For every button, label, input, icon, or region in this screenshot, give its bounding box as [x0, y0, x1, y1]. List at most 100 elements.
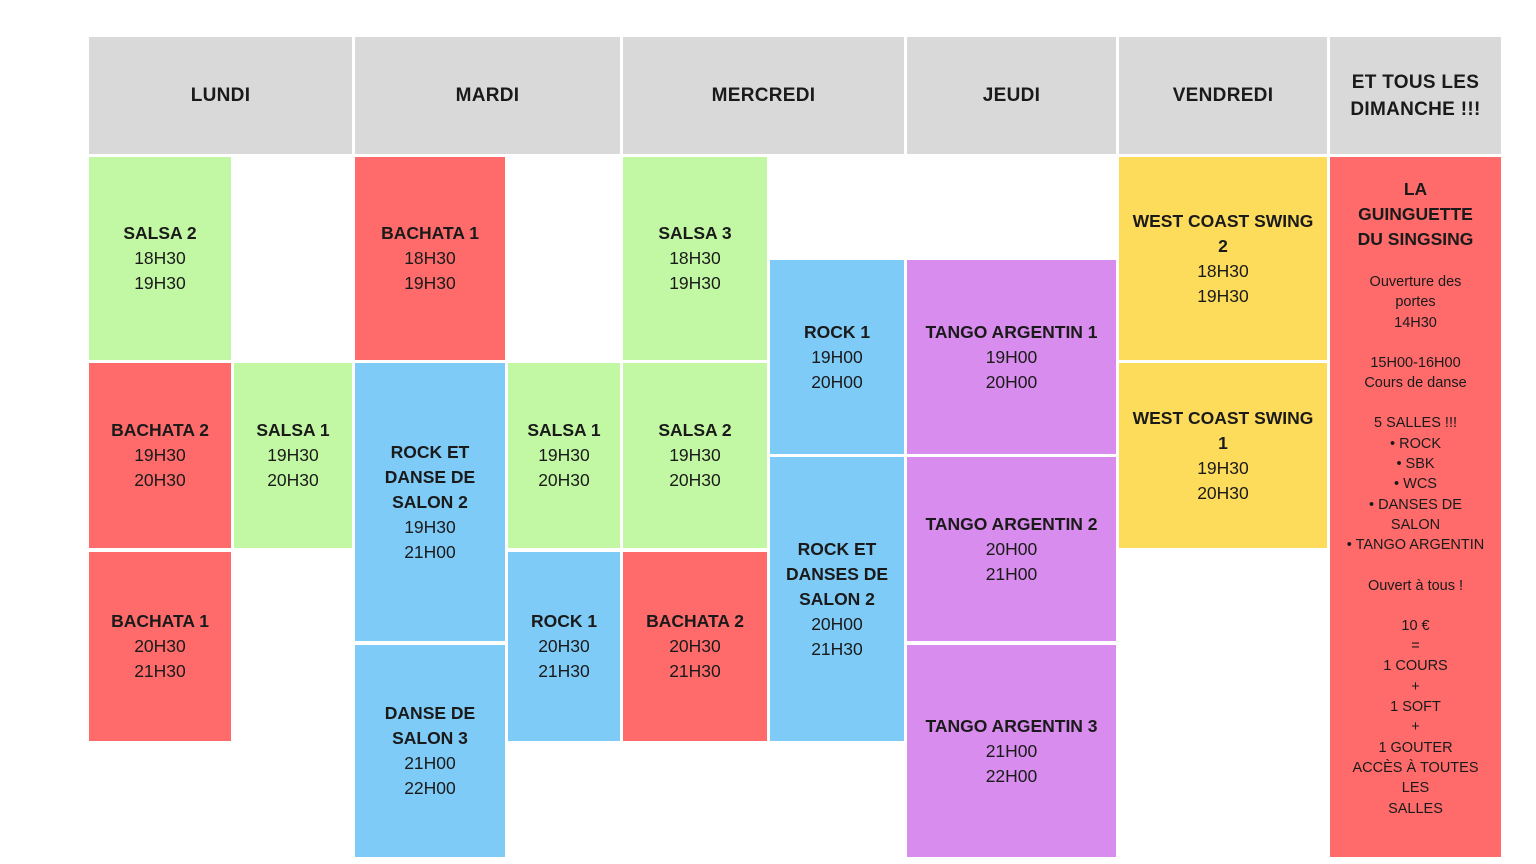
course-vendredi-west-coast-swing-1: WEST COAST SWING 1 19H30 20H30	[1119, 363, 1327, 548]
course-start-time: 21H00	[404, 753, 456, 773]
course-start-time: 20H00	[811, 613, 863, 634]
course-mardi-rock-1: ROCK 1 20H30 21H30	[508, 552, 620, 741]
sunday-info-line: • TANGO ARGENTIN	[1346, 537, 1485, 554]
course-end-time: 19H30	[1197, 285, 1249, 306]
course-start-time: 20H00	[985, 538, 1038, 559]
course-start-time: 21H00	[985, 740, 1038, 761]
course-end-time: 19H30	[134, 273, 186, 293]
sunday-info-line: 15H00-16H00	[1370, 354, 1461, 371]
course-mardi-bachata-1: BACHATA 1 18H30 19H30	[355, 157, 505, 360]
course-start-time: 20H30	[669, 636, 721, 656]
course-name: DANSE DE	[384, 466, 476, 487]
course-mercredi-bachata-2: BACHATA 2 20H30 21H30	[623, 552, 767, 741]
course-end-time: 20H30	[1197, 482, 1249, 503]
header-jeudi-label: JEUDI	[982, 85, 1041, 106]
sunday-info-line: 14H30	[1394, 314, 1437, 331]
course-name: WEST COAST SWING	[1132, 210, 1314, 231]
course-start-time: 20H30	[538, 636, 590, 656]
course-start-time: 20H30	[134, 636, 186, 656]
header-lundi-label: LUNDI	[190, 85, 251, 106]
course-end-time: 19H30	[669, 273, 721, 293]
course-mercredi-rock-1: ROCK 1 19H00 20H00	[770, 260, 904, 454]
sunday-info-line: • WCS	[1394, 476, 1437, 493]
sunday-guinguette-panel: LA GUINGUETTE DU SINGSING Ouverture des port…	[1330, 157, 1501, 857]
sunday-info-line: Cours de danse	[1364, 375, 1467, 392]
course-end-time: 20H30	[134, 470, 186, 490]
sunday-info-line: • DANSES DE	[1369, 496, 1462, 513]
sunday-title-line: GUINGUETTE	[1358, 204, 1473, 224]
course-lundi-salsa-2: SALSA 2 18H30 19H30	[89, 157, 231, 360]
course-mercredi-rock-danses-salon-2: ROCK ET DANSES DE SALON 2 20H00 21H30	[770, 457, 904, 741]
course-name: SALON 3	[392, 728, 468, 748]
course-mardi-danse-salon-3: DANSE DE SALON 3 21H00 22H00	[355, 645, 505, 857]
course-end-time: 20H30	[538, 470, 590, 490]
sunday-info-line: portes	[1395, 294, 1436, 311]
course-end-time: 21H00	[404, 541, 456, 562]
course-jeudi-tango-argentin-2: TANGO ARGENTIN 2 20H00 21H00	[907, 457, 1116, 641]
course-name: 1	[1218, 432, 1228, 453]
course-start-time: 18H30	[1197, 260, 1249, 281]
course-mardi-rock-danse-salon-2: ROCK ET DANSE DE SALON 2 19H30 21H00	[355, 363, 505, 641]
sunday-info-line: Ouvert à tous !	[1367, 577, 1464, 594]
course-name: SALON 2	[799, 588, 875, 609]
course-start-time: 19H00	[985, 346, 1038, 367]
course-jeudi-tango-argentin-3: TANGO ARGENTIN 3 21H00 22H00	[907, 645, 1116, 857]
header-dimanche: ET TOUS LES DIMANCHE !!!	[1330, 37, 1501, 154]
course-name: DANSES DE	[785, 563, 889, 584]
course-mercredi-salsa-2: SALSA 2 19H30 20H30	[623, 363, 767, 548]
sunday-title-line: LA	[1403, 179, 1428, 199]
sunday-info-line: • ROCK	[1390, 435, 1441, 452]
course-name: DANSE DE	[384, 703, 476, 723]
header-mardi: MARDI	[355, 37, 620, 154]
course-mercredi-salsa-3: SALSA 3 18H30 19H30	[623, 157, 767, 360]
course-start-time: 18H30	[134, 248, 186, 268]
course-end-time: 21H00	[985, 563, 1038, 584]
course-name: ROCK ET	[390, 441, 470, 462]
course-start-time: 19H00	[811, 346, 863, 367]
header-vendredi: VENDREDI	[1119, 37, 1327, 154]
course-name: ROCK ET	[797, 538, 877, 559]
sunday-info-line: LES	[1401, 780, 1430, 797]
course-lundi-bachata-2: BACHATA 2 19H30 20H30	[89, 363, 231, 548]
course-start-time: 19H30	[538, 445, 590, 465]
course-name: SALSA 3	[658, 223, 732, 243]
header-vendredi-label: VENDREDI	[1172, 85, 1274, 106]
course-jeudi-tango-argentin-1: TANGO ARGENTIN 1 19H00 20H00	[907, 260, 1116, 454]
header-mardi-label: MARDI	[455, 85, 520, 106]
course-name: SALSA 1	[527, 420, 601, 440]
course-end-time: 21H30	[538, 661, 590, 681]
sunday-info-line: SALLES	[1388, 800, 1443, 817]
course-start-time: 18H30	[669, 248, 721, 268]
sunday-info-line: 1 SOFT	[1390, 699, 1441, 716]
sunday-info-line: 1 GOUTER	[1378, 739, 1453, 756]
course-mardi-salsa-1: SALSA 1 19H30 20H30	[508, 363, 620, 548]
sunday-info-line: SALON	[1390, 516, 1441, 533]
course-lundi-salsa-1: SALSA 1 19H30 20H30	[234, 363, 352, 548]
course-name: 2	[1218, 235, 1228, 256]
sunday-info-line: ACCÈS À TOUTES	[1352, 759, 1479, 776]
course-name: TANGO ARGENTIN 2	[925, 513, 1098, 534]
sunday-info-line: 1 COURS	[1383, 658, 1448, 675]
header-dimanche-line2: DIMANCHE !!!	[1350, 98, 1481, 120]
course-vendredi-west-coast-swing-2: WEST COAST SWING 2 18H30 19H30	[1119, 157, 1327, 360]
course-end-time: 20H30	[267, 470, 319, 490]
course-name: SALSA 2	[123, 223, 197, 243]
course-name: SALSA 2	[658, 420, 732, 440]
course-end-time: 22H00	[985, 765, 1038, 786]
sunday-info-line: Ouverture des	[1369, 274, 1462, 290]
course-start-time: 19H30	[267, 445, 319, 465]
header-mercredi-label: MERCREDI	[711, 85, 816, 106]
course-end-time: 21H30	[669, 661, 721, 681]
sunday-info-line: =	[1411, 638, 1420, 655]
course-end-time: 20H00	[811, 371, 863, 392]
course-name: SALON 2	[392, 491, 468, 512]
course-name: ROCK 1	[530, 611, 598, 631]
course-end-time: 20H00	[985, 371, 1038, 392]
course-end-time: 21H30	[811, 638, 863, 659]
header-jeudi: JEUDI	[907, 37, 1116, 154]
sunday-info-line: +	[1411, 678, 1420, 695]
course-start-time: 19H30	[669, 445, 721, 465]
course-name: BACHATA 2	[111, 420, 209, 440]
header-dimanche-line1: ET TOUS LES	[1351, 71, 1480, 93]
sunday-title-line: DU SINGSING	[1357, 229, 1474, 249]
